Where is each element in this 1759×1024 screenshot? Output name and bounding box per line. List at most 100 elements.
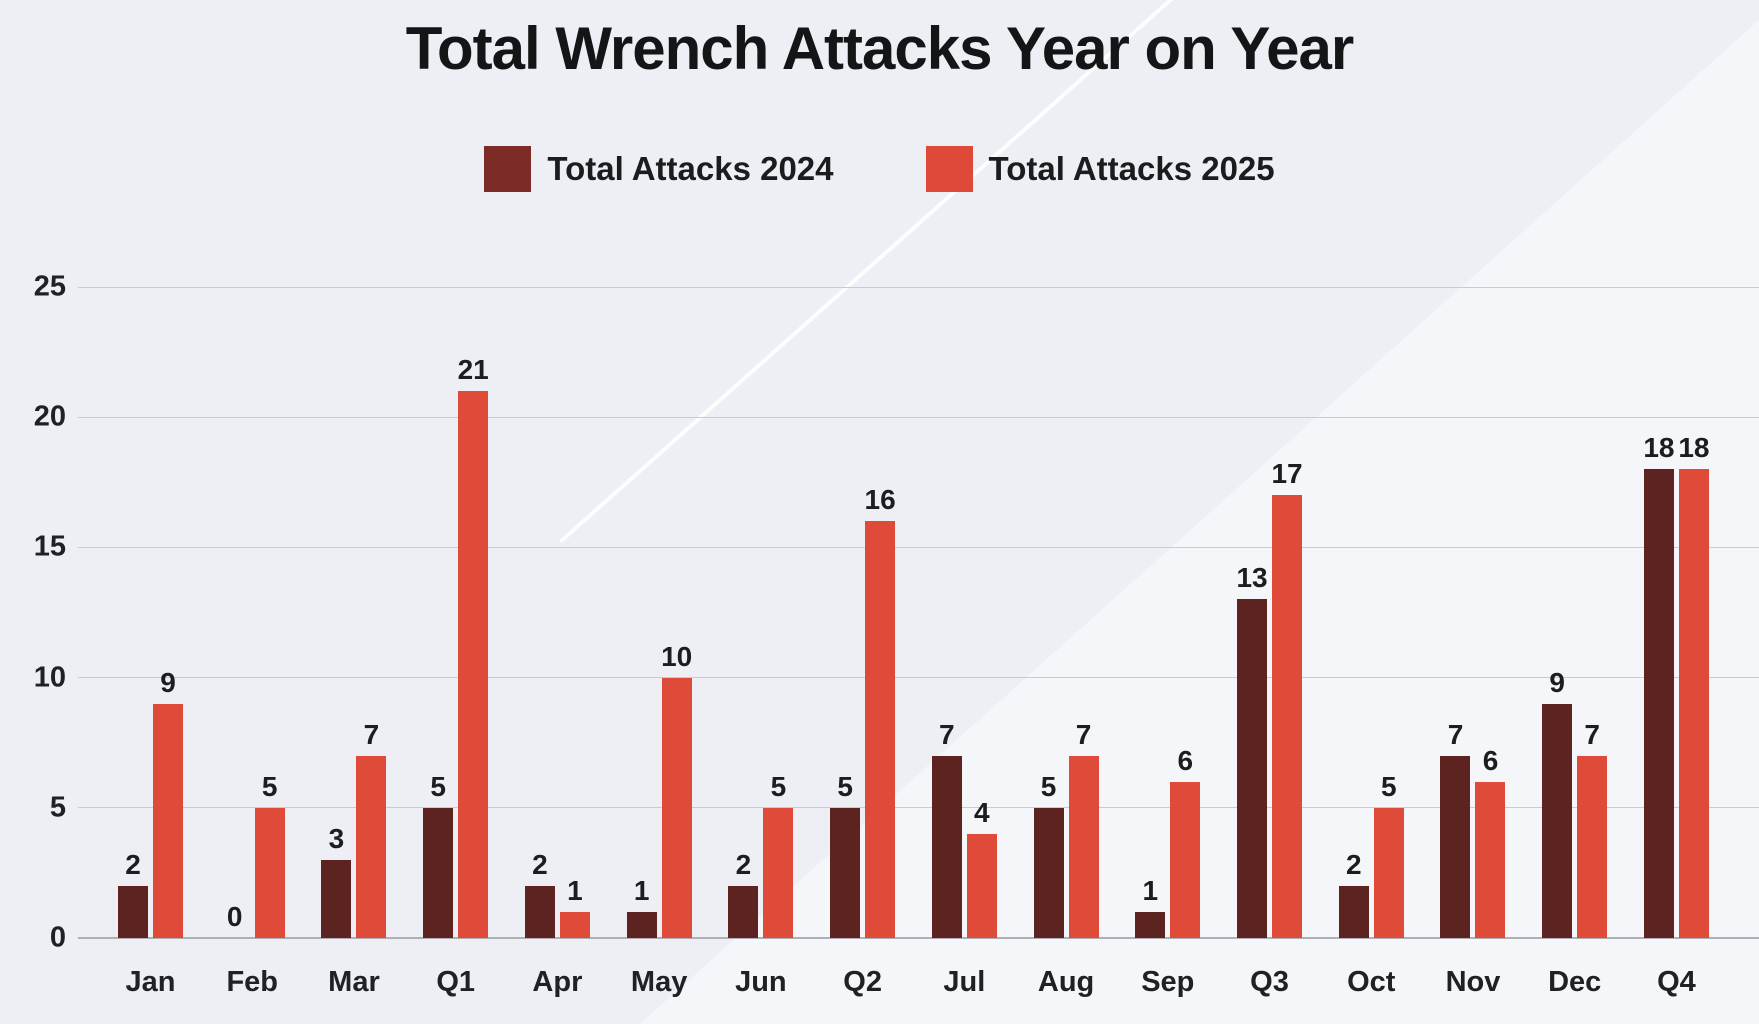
bar-may-2025 [661,677,692,938]
gridline-10 [78,677,1759,679]
value-label-q2-2024: 5 [837,770,853,802]
bar-nov-2024 [1440,755,1471,938]
bar-q2-2025 [865,521,896,938]
value-label-jun-2024: 2 [735,848,752,880]
bar-q1-2025 [458,391,489,938]
value-label-aug-2024: 5 [1040,770,1057,802]
gridline-20 [78,416,1759,418]
value-label-feb-2025: 5 [261,770,278,802]
x-axis-tick-oct: Oct [1347,966,1396,998]
x-axis-tick-jan: Jan [125,966,176,998]
bar-jan-2025 [153,703,183,938]
value-label-oct-2025: 5 [1380,770,1397,802]
gridline-25 [78,286,1759,288]
legend-label-2025: Total Attacks 2025 [988,150,1275,187]
bar-q1-2024 [423,807,454,938]
value-label-sep-2025: 6 [1177,744,1194,776]
y-axis-tick-25: 25 [33,270,66,303]
legend-item-2025: Total Attacks 2025 [925,146,1275,192]
value-label-q3-2025: 17 [1271,458,1303,490]
legend-label-2024: Total Attacks 2024 [547,150,834,187]
bar-may-2024 [626,911,657,938]
value-label-q1-2024: 5 [430,770,446,802]
legend: Total Attacks 2024 Total Attacks 2025 [0,146,1759,192]
bar-aug-2025 [1068,755,1099,938]
y-axis-tick-20: 20 [33,400,66,433]
value-label-may-2025: 10 [661,640,693,672]
bar-jul-2025 [966,833,997,938]
value-label-q2-2025: 16 [864,484,896,516]
value-label-jun-2025: 5 [770,770,787,802]
x-axis-tick-sep: Sep [1141,966,1195,998]
x-axis-tick-dec: Dec [1548,966,1602,998]
bar-mar-2025 [356,755,387,938]
x-axis-tick-feb: Feb [226,966,278,998]
value-label-q4-2025: 18 [1678,432,1710,464]
bar-sep-2025 [1170,781,1201,938]
bar-dec-2025 [1577,755,1608,938]
bar-q2-2024 [830,807,861,938]
value-label-jul-2024: 7 [939,718,955,750]
legend-swatch-2024 [484,146,532,192]
bar-oct-2025 [1373,807,1404,938]
value-label-apr-2024: 2 [532,848,548,880]
legend-swatch-2025 [925,146,973,192]
bar-apr-2025 [559,911,590,938]
value-label-sep-2024: 1 [1142,874,1159,906]
bar-jun-2024 [728,885,759,938]
x-axis-tick-aug: Aug [1037,966,1095,998]
value-label-feb-2024: 0 [226,901,243,932]
value-label-nov-2025: 6 [1482,744,1499,776]
value-label-q4-2024: 18 [1643,432,1675,464]
x-axis-tick-mar: Mar [328,966,380,998]
x-axis-tick-jul: Jul [943,966,986,998]
chart-title: Total Wrench Attacks Year on Year [405,15,1354,82]
bar-jun-2025 [763,807,794,938]
bar-q4-2025 [1678,469,1709,938]
bar-jul-2024 [931,755,962,938]
gridline-5 [78,807,1759,809]
gridline-15 [78,546,1759,548]
x-axis-tick-q4: Q4 [1657,966,1696,998]
bar-q4-2024 [1643,469,1674,938]
bar-mar-2024 [321,859,352,938]
value-label-jul-2025: 4 [974,796,990,828]
value-label-aug-2025: 7 [1075,718,1092,750]
value-label-oct-2024: 2 [1345,848,1362,880]
legend-item-2024: Total Attacks 2024 [484,146,834,192]
bar-dec-2024 [1542,703,1573,938]
value-label-jan-2025: 9 [160,666,176,698]
bar-aug-2024 [1033,807,1064,938]
value-label-dec-2025: 7 [1584,718,1600,750]
value-label-may-2024: 1 [633,874,650,906]
value-label-nov-2024: 7 [1447,718,1464,750]
value-label-jan-2024: 2 [125,848,141,880]
y-axis-tick-10: 10 [33,661,66,694]
value-label-apr-2025: 1 [567,874,583,906]
bar-sep-2024 [1135,911,1166,938]
bar-apr-2024 [524,885,555,938]
bar-q3-2024 [1237,599,1268,938]
x-axis-tick-jun: Jun [735,966,787,998]
value-label-q3-2024: 13 [1236,562,1268,594]
bar-nov-2025 [1475,781,1506,938]
x-axis-tick-q1: Q1 [436,966,476,998]
value-label-mar-2024: 3 [328,822,345,854]
x-axis-tick-may: May [630,966,688,998]
value-label-dec-2024: 9 [1549,666,1565,698]
value-label-q1-2025: 21 [457,354,489,386]
bar-q3-2025 [1272,495,1303,938]
gridline-0 [78,937,1759,939]
bar-jan-2024 [118,885,148,938]
x-axis-tick-q3: Q3 [1250,966,1289,998]
y-axis-tick-5: 5 [49,791,66,824]
bar-oct-2024 [1338,885,1369,938]
x-axis-tick-nov: Nov [1445,966,1501,998]
y-axis-tick-15: 15 [33,530,66,563]
value-label-mar-2025: 7 [363,718,380,750]
x-axis-tick-q2: Q2 [843,966,882,998]
x-axis-tick-apr: Apr [532,966,583,998]
bar-feb-2025 [254,807,285,938]
